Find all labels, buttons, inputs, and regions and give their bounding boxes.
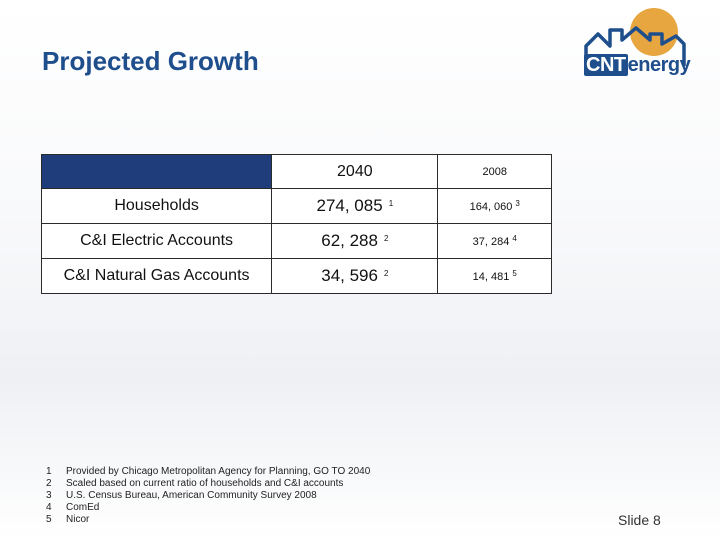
- row-label: C&I Natural Gas Accounts: [40, 258, 273, 294]
- skyline-icon: [584, 26, 686, 66]
- footnote-item: 2 Scaled based on current ratio of househ…: [46, 478, 344, 489]
- sun-icon: [630, 8, 678, 56]
- column-header-2008: 2008: [437, 154, 552, 189]
- footnote-item: 5 Nicor: [46, 514, 90, 525]
- footnote-item: 3 U.S. Census Bureau, American Community …: [46, 490, 317, 501]
- table-header-row: 2040 2008: [40, 154, 552, 189]
- value-2040: 34, 596 2: [271, 258, 439, 294]
- table-row: C&I Electric Accounts 62, 288 2 37, 284 4: [40, 223, 552, 259]
- slide-number: Slide 8: [618, 512, 661, 528]
- table-row: C&I Natural Gas Accounts 34, 596 2 14, 48…: [40, 258, 552, 294]
- table-row: Households 274, 085 1 164, 060 3: [40, 188, 552, 224]
- footnote-ref: 4: [512, 234, 517, 243]
- footnote-item: 4 ComEd: [46, 502, 100, 513]
- value-2040: 274, 085 1: [271, 188, 439, 224]
- table-header-blank: [40, 154, 273, 189]
- cnt-energy-logo-icon: [584, 8, 686, 66]
- footnote-ref: 2: [383, 234, 389, 243]
- projected-growth-table: 2040 2008 Households 274, 085 1 164, 060 3…: [40, 154, 552, 294]
- row-label: C&I Electric Accounts: [40, 223, 273, 259]
- column-header-2040: 2040: [271, 154, 439, 189]
- value-2008: 14, 481 5: [437, 258, 552, 294]
- footnote-ref: 3: [515, 199, 520, 208]
- footnote-ref: 5: [512, 269, 517, 278]
- footnote-ref: 2: [383, 269, 389, 278]
- logo-wordmark: CNT energy: [584, 54, 691, 76]
- value-2008: 164, 060 3: [437, 188, 552, 224]
- footnotes: 1 Provided by Chicago Metropolitan Agency…: [46, 466, 370, 526]
- value-2040: 62, 288 2: [271, 223, 439, 259]
- footnote-ref: 1: [388, 199, 394, 208]
- slide-title: Projected Growth: [42, 46, 259, 76]
- footnote-item: 1 Provided by Chicago Metropolitan Agency…: [46, 466, 371, 477]
- row-label: Households: [40, 188, 273, 224]
- value-2008: 37, 284 4: [437, 223, 552, 259]
